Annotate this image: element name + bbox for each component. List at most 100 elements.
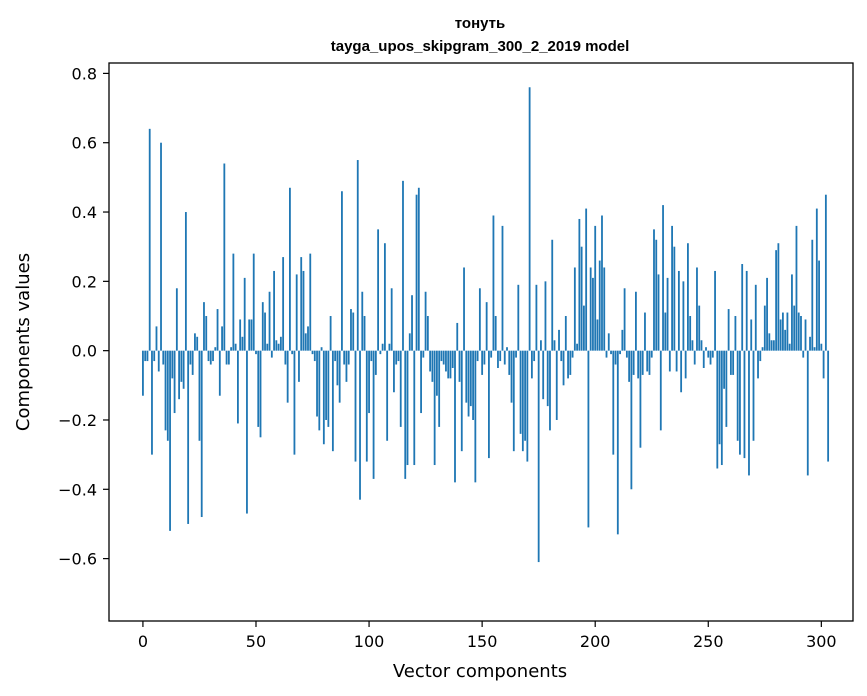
bar-215 [628, 350, 631, 382]
bar-198 [589, 267, 592, 351]
bar-42 [237, 350, 239, 424]
bar-257 [723, 350, 726, 389]
bar-116 [404, 350, 407, 479]
bar-274 [761, 347, 764, 351]
bar-143 [465, 350, 468, 403]
bar-7 [157, 350, 160, 372]
bar-250 [707, 350, 710, 358]
bar-120 [413, 350, 416, 466]
bar-178 [544, 281, 547, 351]
bar-220 [639, 350, 642, 448]
bar-59 [275, 340, 278, 351]
bar-128 [431, 350, 434, 382]
bar-23 [194, 333, 196, 351]
bar-264 [739, 350, 741, 455]
bar-28 [205, 316, 208, 351]
bar-192 [576, 343, 579, 351]
y-tick-label: 0.0 [72, 342, 97, 361]
bar-217 [632, 350, 635, 375]
x-tick-label: 150 [467, 632, 498, 651]
bar-296 [811, 239, 814, 351]
bar-132 [440, 350, 443, 362]
bar-276 [766, 277, 768, 351]
bar-15 [175, 288, 178, 351]
bar-299 [818, 260, 820, 351]
bar-243 [691, 340, 694, 351]
bar-167 [519, 350, 522, 434]
bar-118 [408, 333, 411, 351]
bar-68 [295, 274, 298, 351]
bar-159 [501, 225, 504, 351]
bar-221 [641, 350, 644, 375]
bar-113 [397, 350, 400, 362]
bar-230 [662, 205, 664, 351]
bar-295 [809, 336, 811, 351]
bar-158 [499, 350, 502, 362]
bar-148 [476, 350, 479, 362]
bar-251 [709, 350, 712, 365]
bar-81 [325, 350, 327, 420]
bar-194 [580, 246, 583, 351]
bar-238 [680, 350, 683, 393]
bar-249 [705, 347, 707, 351]
y-tick-label: −0.2 [58, 411, 97, 430]
bar-141 [460, 350, 463, 452]
bar-140 [458, 350, 461, 382]
bar-71 [302, 270, 305, 351]
bar-303 [827, 350, 830, 462]
y-tick-label: 0.4 [72, 203, 97, 222]
bar-156 [494, 316, 497, 351]
bar-237 [677, 270, 680, 351]
bar-294 [806, 350, 809, 476]
bar-72 [304, 333, 307, 351]
bar-292 [802, 350, 805, 358]
bar-64 [286, 350, 289, 403]
bar-166 [517, 284, 520, 351]
bar-139 [456, 322, 459, 351]
bar-134 [445, 350, 447, 372]
bar-256 [720, 350, 723, 466]
bar-197 [587, 350, 590, 528]
bar-41 [234, 343, 237, 351]
bar-95 [356, 160, 359, 351]
bar-121 [415, 194, 418, 351]
bar-160 [503, 350, 506, 365]
bar-69 [298, 350, 300, 382]
bar-58 [273, 270, 275, 351]
bar-150 [481, 350, 484, 375]
bar-144 [467, 350, 470, 417]
bar-204 [603, 267, 606, 351]
x-axis: 0 50 100 150 200 250 300 [138, 621, 837, 651]
bar-268 [748, 350, 750, 476]
x-tick-label: 300 [806, 632, 837, 651]
bar-99 [365, 350, 368, 462]
bar-245 [696, 267, 698, 351]
bar-277 [768, 333, 771, 351]
bar-5 [153, 350, 156, 362]
bar-280 [775, 250, 778, 351]
bar-50 [255, 350, 257, 355]
bar-51 [257, 350, 260, 427]
bar-3 [148, 128, 151, 351]
bar-9 [162, 350, 165, 365]
bar-94 [354, 350, 357, 462]
bar-226 [653, 229, 655, 351]
bar-114 [399, 350, 402, 427]
bar-78 [318, 350, 321, 431]
y-tick-label: −0.6 [58, 550, 97, 569]
bar-218 [635, 291, 637, 351]
bar-300 [820, 343, 823, 351]
bar-54 [264, 312, 266, 351]
bar-174 [535, 284, 538, 351]
bar-96 [359, 350, 361, 500]
bar-108 [386, 350, 389, 441]
bar-282 [779, 319, 782, 351]
bar-111 [393, 350, 395, 393]
bar-193 [578, 218, 581, 351]
bar-26 [200, 350, 203, 518]
bar-47 [248, 319, 251, 351]
y-tick-label: 0.8 [72, 64, 97, 83]
bar-168 [521, 350, 524, 452]
bar-29 [207, 350, 210, 362]
bar-20 [187, 350, 190, 524]
